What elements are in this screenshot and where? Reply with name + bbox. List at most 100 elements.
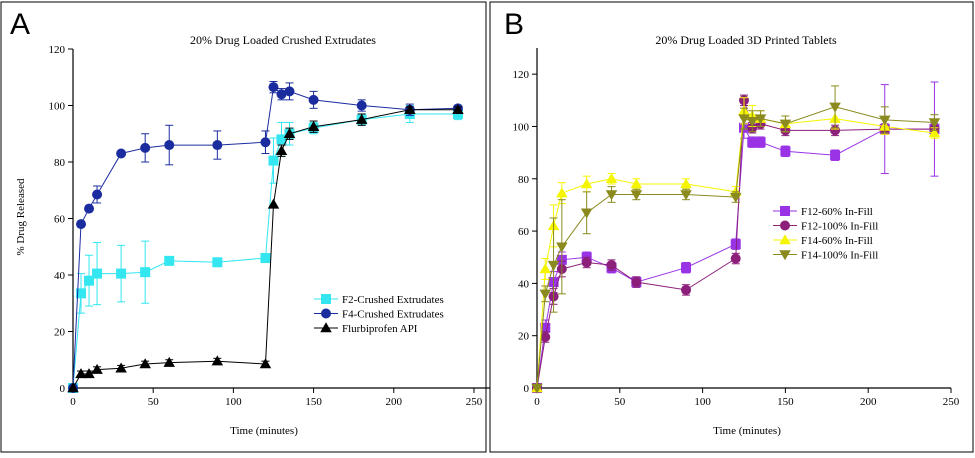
panel-a-series-f4-crushed-extrudates-line xyxy=(72,86,458,389)
panel-b-series-f12-100-in-fill-point xyxy=(606,260,617,271)
panel-b-series-f14-100-in-fill-point xyxy=(729,192,742,203)
panel-a-letter: A xyxy=(10,8,30,41)
panel-b-series-f14-100-in-fill-point xyxy=(580,208,593,219)
panel-b-series-f14-100-in-fill-point xyxy=(754,114,767,125)
panel-b-series-f14-100-in-fill-point xyxy=(746,116,759,127)
panel-a-series-f4-crushed-extrudates-point xyxy=(140,142,151,153)
panel-a-x-tick-label: 0 xyxy=(70,396,76,408)
panel-a-y-tick-label: 100 xyxy=(49,101,66,113)
legend-swatch-marker xyxy=(321,294,331,304)
legend-label: F12-100% In-Fill xyxy=(801,221,878,233)
panel-b-series-f14-100-in-fill-point xyxy=(928,118,941,129)
panel-b-series-f14-100-in-fill-point xyxy=(829,102,841,113)
panel-a-series-flurbiprofen-api-point xyxy=(283,128,296,138)
panel-b-y-tick-label: 0 xyxy=(524,383,530,395)
panel-b-x-tick-label: 100 xyxy=(694,396,711,408)
panel-a-series-f4-crushed-extrudates-point xyxy=(164,140,175,151)
panel-b-x-axis-label: Time (minutes) xyxy=(713,425,781,437)
panel-a-series-f2-crushed-extrudates-point xyxy=(260,253,271,264)
legend-swatch-marker xyxy=(779,234,791,245)
panel-b-y-tick-label: 20 xyxy=(518,331,530,343)
legend-label: F4-Crushed Extrudates xyxy=(342,309,444,321)
panel-a-series-f2-crushed-extrudates-point xyxy=(164,255,175,266)
panel-b-series-f14-60-in-fill-point xyxy=(680,178,692,189)
panel-a-plot-area: 0 20 40 60 80 100 120 0 50 100 150 200 250 xyxy=(49,44,490,408)
panel-b-x-tick-label: 150 xyxy=(777,396,794,408)
panel-a-series-f4-crushed-extrudates-point xyxy=(84,203,95,214)
legend-swatch-marker xyxy=(320,322,332,333)
legend-swatch-marker xyxy=(780,220,790,231)
panel-a-series-flurbiprofen-api-point xyxy=(139,358,151,369)
panel-b-series-f14-60-in-fill-line xyxy=(536,109,935,389)
panel-b-series-f12-60-in-fill-point xyxy=(747,137,758,148)
panel-a: A 20% Drug Loaded Crushed Extrudates Tim… xyxy=(0,1,490,453)
panel-a-series-flurbiprofen-api-point xyxy=(91,363,103,374)
panel-b-series-f14-100-in-fill-point xyxy=(738,114,750,125)
panel-b-series-f12-100-in-fill-line xyxy=(536,100,935,389)
panel-b-title: 20% Drug Loaded 3D Printed Tablets xyxy=(655,33,837,47)
panel-a-series-flurbiprofen-api-point xyxy=(307,120,320,131)
legend-swatch-marker xyxy=(321,308,331,319)
panel-b-series-f14-100-in-fill-point xyxy=(680,190,692,201)
panel-b-series-f12-60-in-fill-point xyxy=(540,322,551,333)
panel-a-y-tick-label: 60 xyxy=(54,214,66,226)
panel-b-series-f12-60-in-fill-point xyxy=(830,150,841,161)
panel-a-x-tick-label: 150 xyxy=(305,396,322,408)
panel-a-series-flurbiprofen-api-point xyxy=(115,362,127,373)
legend-swatch-marker xyxy=(779,250,791,261)
panel-a-series-f4-crushed-extrudates-point xyxy=(268,82,279,93)
panel-a-series-flurbiprofen-api-point xyxy=(404,103,416,114)
panel-b-series-f14-100-in-fill-point xyxy=(539,289,552,300)
panel-b-series-f14-100-in-fill xyxy=(531,85,941,394)
panel-b-series-f14-100-in-fill-point xyxy=(630,190,643,201)
panel-a-series-flurbiprofen-api xyxy=(67,103,464,393)
panel-a-series-f4-crushed-extrudates-point xyxy=(284,86,295,97)
panel-a-x-tick-label: 50 xyxy=(148,396,160,408)
legend-item-f12-60-in-fill: F12-60% In-Fill xyxy=(773,206,873,218)
panel-b-series-f14-100-in-fill-point xyxy=(531,383,543,394)
panel-a-series-f4-crushed-extrudates-point xyxy=(76,219,87,230)
panel-a-series-flurbiprofen-api-point xyxy=(67,382,79,393)
panel-b-plot-area: 0 20 40 60 80 100 120 0 50 100 150 200 250 xyxy=(513,48,960,408)
panel-b-series-f12-60-in-fill-point xyxy=(681,262,692,273)
panel-a-series-flurbiprofen-api-point xyxy=(211,355,224,366)
panel-a-series-f2-crushed-extrudates-point xyxy=(92,268,103,279)
legend-swatch-marker xyxy=(780,206,790,216)
panel-a-x-axis-label: Time (minutes) xyxy=(230,425,298,437)
panel-b-y-tick-label: 80 xyxy=(518,174,530,186)
legend-item-f12-100-in-fill: F12-100% In-Fill xyxy=(773,220,878,233)
panel-b-series-f12-100-in-fill-point xyxy=(540,332,551,342)
legend-label: Flurbiprofen API xyxy=(342,323,418,335)
panel-b-series-f14-60-in-fill-point xyxy=(630,178,643,189)
legend-label: F2-Crushed Extrudates xyxy=(342,294,444,306)
panel-a-series-flurbiprofen-api-point xyxy=(83,368,95,379)
panel-b-series-f14-100-in-fill-point xyxy=(879,115,891,126)
panel-a-series-flurbiprofen-api-point xyxy=(163,356,175,367)
panel-a-series-flurbiprofen-api-point xyxy=(75,368,87,379)
panel-b-series-f14-60-in-fill-point xyxy=(539,263,552,274)
panel-a-title: 20% Drug Loaded Crushed Extrudates xyxy=(190,33,376,47)
panel-b: B 20% Drug Loaded 3D Printed Tablets Tim… xyxy=(489,1,974,453)
panel-a-series-f4-crushed-extrudates-point xyxy=(308,94,319,105)
legend-label: F14-60% In-Fill xyxy=(801,235,873,247)
legend-label: F14-100% In-Fill xyxy=(801,250,878,262)
panel-a-y-tick-label: 80 xyxy=(54,157,66,169)
panel-a-x-tick-label: 100 xyxy=(225,396,242,408)
legend-item-flurbiprofen-api: Flurbiprofen API xyxy=(314,322,418,335)
panel-a-series-flurbiprofen-api-point xyxy=(259,358,272,369)
panel-a-series-f2-crushed-extrudates-point xyxy=(140,267,151,278)
panel-a-series-f2-crushed-extrudates-point xyxy=(76,288,87,299)
panel-b-series-f12-100-in-fill-point xyxy=(730,253,741,264)
panel-a-series-f4-crushed-extrudates-point xyxy=(116,148,127,159)
panel-a-y-tick-label: 120 xyxy=(49,44,66,56)
panel-a-y-tick-label: 20 xyxy=(54,327,66,339)
legend-label: F12-60% In-Fill xyxy=(801,206,873,218)
panel-a-series-flurbiprofen-api-point xyxy=(355,113,368,124)
panel-a-y-tick-label: 0 xyxy=(60,383,66,395)
panel-b-legend: F12-60% In-Fill F12-100% In-Fill F14-60% I… xyxy=(773,206,878,262)
legend-item-f4-crushed-extrudates: F4-Crushed Extrudates xyxy=(314,308,444,321)
panel-a-series-flurbiprofen-api-point xyxy=(452,103,464,114)
panel-a-series-f2-crushed-extrudates-point xyxy=(84,275,95,286)
